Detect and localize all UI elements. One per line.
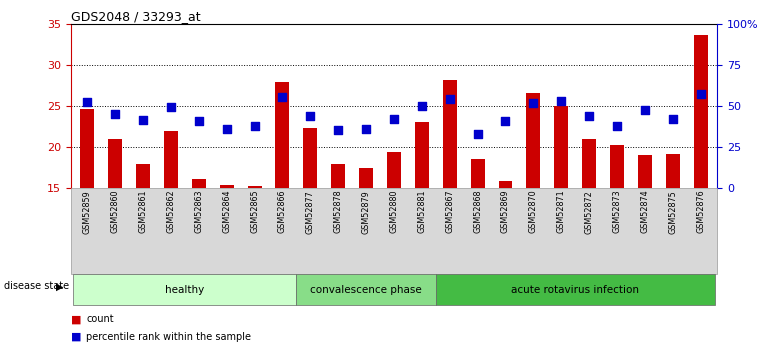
Text: GSM52862: GSM52862 [166, 190, 176, 233]
Point [193, 118, 205, 124]
Bar [275, 81, 289, 188]
Point [387, 116, 400, 122]
Point [666, 116, 679, 122]
Bar [638, 155, 652, 188]
Bar [220, 185, 234, 188]
Text: GSM52870: GSM52870 [529, 190, 538, 233]
Point [109, 111, 122, 117]
Text: GSM52874: GSM52874 [641, 190, 649, 233]
Bar [387, 152, 401, 188]
Text: GSM52869: GSM52869 [501, 190, 510, 233]
Text: GSM52875: GSM52875 [668, 190, 677, 234]
Bar [80, 109, 94, 188]
Point [555, 98, 568, 104]
Bar [666, 155, 680, 188]
Text: GSM52863: GSM52863 [194, 190, 203, 233]
Bar [164, 131, 178, 188]
Bar [694, 35, 708, 188]
Point [444, 96, 456, 101]
Text: convalescence phase: convalescence phase [310, 285, 422, 295]
Bar [303, 128, 318, 188]
Point [332, 127, 344, 132]
Bar [583, 139, 596, 188]
Text: ■: ■ [71, 314, 81, 324]
Text: ■: ■ [71, 332, 81, 342]
Point [611, 123, 623, 128]
Text: GSM52872: GSM52872 [585, 190, 593, 234]
Text: GSM52861: GSM52861 [139, 190, 147, 233]
Bar [359, 168, 373, 188]
Text: GSM52859: GSM52859 [83, 190, 92, 234]
Bar [499, 181, 513, 188]
Point [220, 126, 233, 132]
Text: GSM52864: GSM52864 [222, 190, 231, 233]
Point [527, 100, 539, 106]
Text: GSM52866: GSM52866 [278, 190, 287, 233]
Text: healthy: healthy [165, 285, 205, 295]
Bar [554, 106, 568, 188]
Point [81, 99, 93, 105]
Bar [136, 164, 150, 188]
Bar [526, 93, 540, 188]
Bar [443, 80, 457, 188]
Point [471, 131, 484, 137]
Point [276, 94, 289, 100]
Point [695, 91, 707, 97]
Text: GDS2048 / 33293_at: GDS2048 / 33293_at [71, 10, 200, 23]
Point [360, 126, 372, 132]
Point [136, 117, 149, 123]
Point [304, 113, 317, 119]
Text: GSM52860: GSM52860 [111, 190, 120, 233]
Point [499, 118, 512, 124]
Text: GSM52871: GSM52871 [557, 190, 566, 233]
Point [639, 107, 652, 113]
Text: count: count [86, 314, 114, 324]
Bar [331, 164, 345, 188]
Text: disease state: disease state [4, 282, 69, 291]
Bar [192, 179, 205, 188]
Point [583, 113, 595, 119]
Point [165, 104, 177, 110]
Text: GSM52868: GSM52868 [473, 190, 482, 233]
Text: GSM52867: GSM52867 [445, 190, 454, 233]
Text: GSM52873: GSM52873 [612, 190, 622, 233]
Point [249, 123, 261, 128]
Text: GSM52865: GSM52865 [250, 190, 259, 233]
Text: percentile rank within the sample: percentile rank within the sample [86, 332, 251, 342]
Text: acute rotavirus infection: acute rotavirus infection [511, 285, 639, 295]
Text: GSM52876: GSM52876 [696, 190, 705, 233]
Point [416, 103, 428, 109]
Bar [108, 139, 122, 188]
Bar [470, 159, 485, 188]
Text: GSM52877: GSM52877 [306, 190, 315, 234]
Text: GSM52881: GSM52881 [417, 190, 426, 233]
Bar [415, 122, 429, 188]
Text: GSM52879: GSM52879 [361, 190, 371, 234]
Bar [248, 186, 262, 188]
Text: GSM52878: GSM52878 [334, 190, 343, 233]
Text: GSM52880: GSM52880 [390, 190, 398, 233]
Text: ▶: ▶ [56, 282, 64, 291]
Bar [610, 145, 624, 188]
